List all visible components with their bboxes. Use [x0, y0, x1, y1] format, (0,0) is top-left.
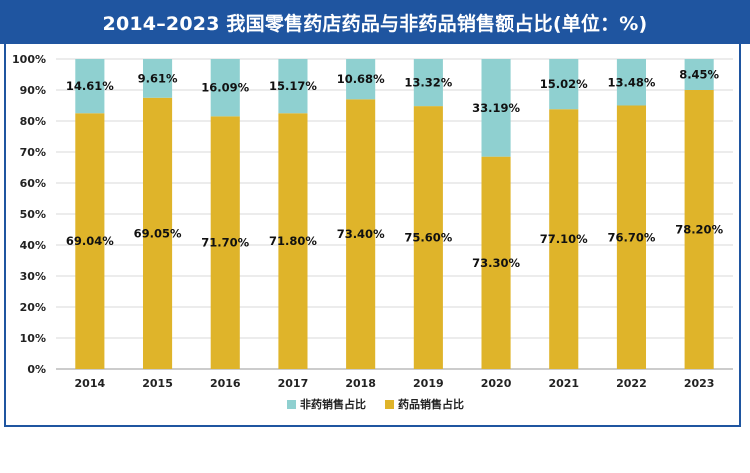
x-tick-label: 2022	[616, 377, 647, 390]
non-drug-data-label: 33.19%	[472, 101, 520, 115]
x-tick-label: 2023	[684, 377, 715, 390]
non-drug-data-label: 16.09%	[201, 81, 249, 95]
legend-swatch	[385, 400, 394, 409]
chart-frame: 0% 10% 20% 30% 40% 50% 60% 70% 80% 90% 100% 69.04% 1…	[4, 44, 741, 427]
drug-data-label: 71.80%	[269, 234, 317, 248]
chart-title: 2014–2023 我国零售药店药品与非药品销售额占比(单位：%)	[102, 12, 648, 35]
y-tick-label: 80%	[20, 115, 46, 128]
non-drug-bar	[549, 59, 579, 110]
y-tick-label: 50%	[20, 208, 46, 221]
y-tick-label: 60%	[20, 177, 46, 190]
non-drug-data-label: 8.45%	[679, 68, 719, 82]
non-drug-bar	[481, 59, 511, 157]
x-tick-label: 2016	[210, 377, 241, 390]
x-tick-label: 2021	[548, 377, 579, 390]
y-tick-label: 0%	[27, 363, 46, 376]
title-banner: 2014–2023 我国零售药店药品与非药品销售额占比(单位：%)	[0, 0, 750, 44]
drug-bar	[346, 99, 376, 370]
drug-data-label: 69.04%	[66, 234, 114, 248]
drug-bar	[210, 116, 240, 369]
non-drug-bar	[413, 59, 443, 107]
non-drug-bar	[210, 59, 240, 117]
y-tick-label: 40%	[20, 239, 46, 252]
non-drug-bar	[346, 59, 376, 100]
drug-bar	[142, 97, 173, 369]
legend-label: 药品销售占比	[398, 397, 464, 411]
x-tick-label: 2019	[413, 377, 444, 390]
x-tick-label: 2018	[345, 377, 376, 390]
drug-data-label: 73.40%	[337, 227, 385, 241]
non-drug-data-label: 10.68%	[337, 72, 385, 86]
x-tick-label: 2017	[278, 377, 309, 390]
drug-data-label: 73.30%	[472, 256, 520, 270]
drug-data-label: 69.05%	[134, 226, 182, 240]
y-tick-label: 70%	[20, 146, 46, 159]
non-drug-data-label: 14.61%	[66, 79, 114, 93]
x-tick-label: 2014	[75, 377, 106, 390]
non-drug-bar	[278, 59, 308, 114]
non-drug-data-label: 13.48%	[607, 75, 655, 89]
drug-bar	[549, 109, 579, 369]
non-drug-data-label: 15.02%	[540, 77, 588, 91]
drug-bar	[413, 106, 443, 369]
drug-data-label: 71.70%	[201, 236, 249, 250]
y-tick-label: 30%	[20, 270, 46, 283]
non-drug-bar	[684, 59, 714, 90]
non-drug-data-label: 15.17%	[269, 79, 317, 93]
drug-data-label: 77.10%	[540, 232, 588, 246]
y-tick-label: 10%	[20, 332, 46, 345]
drug-bar	[616, 105, 647, 369]
drug-data-label: 76.70%	[607, 230, 655, 244]
drug-bar	[684, 90, 714, 369]
drug-bar	[278, 113, 308, 369]
x-tick-label: 2020	[481, 377, 512, 390]
non-drug-bar	[616, 59, 647, 106]
y-tick-label: 20%	[20, 301, 46, 314]
x-tick-label: 2015	[142, 377, 173, 390]
drug-bar	[481, 156, 511, 369]
y-tick-label: 90%	[20, 84, 46, 97]
non-drug-data-label: 9.61%	[138, 71, 178, 85]
legend-swatch	[287, 400, 296, 409]
drug-bar	[75, 113, 105, 369]
drug-data-label: 75.60%	[404, 231, 452, 245]
non-drug-data-label: 13.32%	[404, 76, 452, 90]
non-drug-bar	[142, 59, 173, 98]
non-drug-bar	[75, 59, 105, 114]
drug-data-label: 78.20%	[675, 223, 723, 237]
legend-label: 非药销售占比	[300, 397, 366, 411]
y-tick-label: 100%	[12, 53, 46, 66]
stacked-bar-chart: 0% 10% 20% 30% 40% 50% 60% 70% 80% 90% 100% 69.04% 1…	[12, 53, 733, 411]
